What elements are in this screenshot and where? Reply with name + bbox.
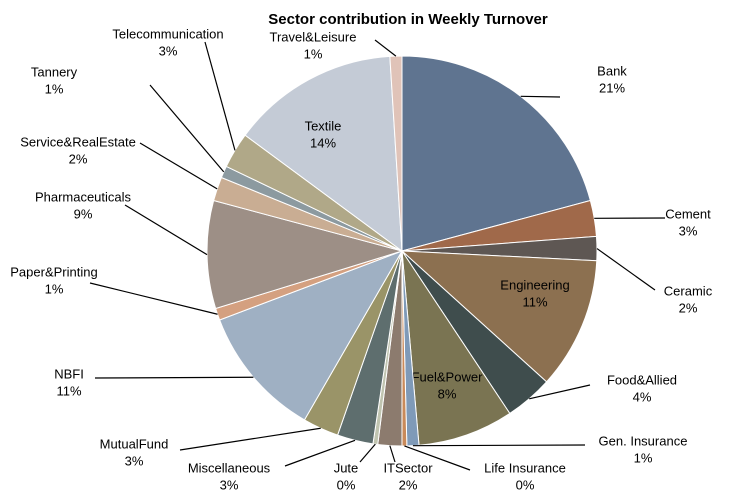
slice-label: Paper&Printing xyxy=(10,264,97,279)
leader-line xyxy=(204,41,236,151)
slice-label: Service&RealEstate xyxy=(20,134,136,149)
slice-value: 1% xyxy=(304,46,323,61)
slice-value: 11% xyxy=(522,294,547,309)
pie-slice xyxy=(389,55,403,252)
slice-label: Pharmaceuticals xyxy=(35,189,132,204)
leader-line xyxy=(412,444,586,447)
slice-label: Engineering xyxy=(500,277,569,292)
slice-value: 14% xyxy=(310,135,336,150)
pie-slice xyxy=(400,250,598,383)
leader-line xyxy=(179,427,321,451)
leader-line xyxy=(529,384,591,400)
slice-label: ITSector xyxy=(383,460,433,475)
slice-value: 8% xyxy=(438,386,457,401)
leader-line xyxy=(404,445,471,471)
slice-label: Miscellaneous xyxy=(188,460,271,475)
slice-label: Ceramic xyxy=(664,283,713,298)
slice-value: 1% xyxy=(634,450,653,465)
slice-value: 21% xyxy=(599,80,625,95)
slice-label: MutualFund xyxy=(100,436,169,451)
slice-value: 2% xyxy=(69,151,88,166)
slice-label: Gen. Insurance xyxy=(599,433,688,448)
leader-line xyxy=(94,376,254,379)
slice-label: NBFI xyxy=(54,366,84,381)
leader-line xyxy=(389,445,396,463)
slice-value: 1% xyxy=(45,281,64,296)
slice-label: Textile xyxy=(305,118,342,133)
leader-line xyxy=(596,248,656,291)
slice-label: Life Insurance xyxy=(484,460,566,475)
slice-label: Travel&Leisure xyxy=(270,29,357,44)
leader-line xyxy=(124,204,208,256)
leader-line xyxy=(374,39,397,57)
slice-value: 9% xyxy=(74,206,93,221)
slice-value: 2% xyxy=(399,477,418,492)
pie-slice xyxy=(244,55,403,253)
chart-title: Sector contribution in Weekly Turnover xyxy=(268,11,548,28)
slice-value: 0% xyxy=(516,477,535,492)
leader-line xyxy=(359,443,376,463)
slice-label: Fuel&Power xyxy=(412,369,483,384)
slice-value: 3% xyxy=(159,43,178,58)
slice-value: 11% xyxy=(56,383,81,398)
pie-slice xyxy=(218,250,404,421)
slice-label: Telecommunication xyxy=(112,26,223,41)
slice-label: Cement xyxy=(665,206,711,221)
leader-line xyxy=(520,95,561,98)
slice-value: 3% xyxy=(125,453,144,468)
slice-value: 0% xyxy=(337,477,356,492)
leader-line xyxy=(149,84,225,173)
leader-line xyxy=(284,439,356,467)
slice-value: 3% xyxy=(220,477,239,492)
leader-line xyxy=(139,142,218,190)
slice-label: Tannery xyxy=(31,64,78,79)
pie-slice xyxy=(401,250,511,446)
slice-label: Bank xyxy=(597,63,627,78)
slice-value: 2% xyxy=(679,300,698,315)
slice-value: 1% xyxy=(45,81,64,96)
slice-value: 3% xyxy=(679,223,698,238)
slice-label: Food&Allied xyxy=(607,372,677,387)
slice-value: 4% xyxy=(633,389,652,404)
slice-label: Jute xyxy=(334,460,359,475)
leader-line xyxy=(89,282,218,315)
